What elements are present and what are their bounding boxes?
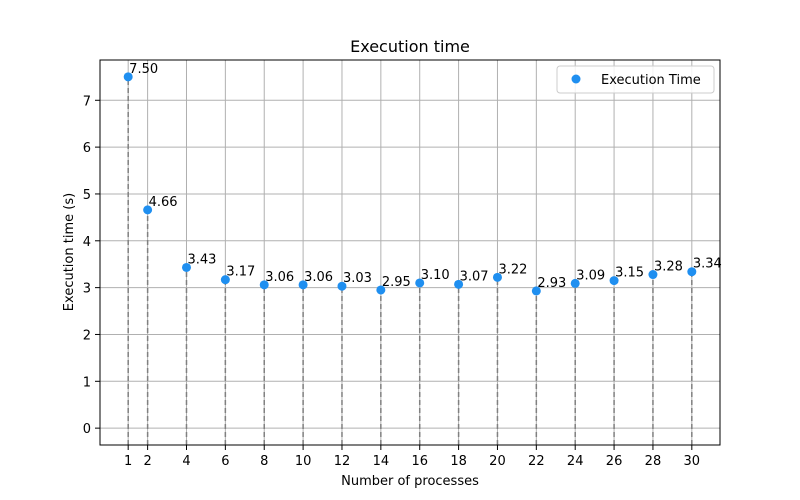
y-axis-label: Execution time (s)	[62, 193, 77, 311]
x-tick-label: 1	[124, 454, 132, 469]
x-axis-ticks: 1 2 4 6 8 10 12 14 16 18 20 22 24 26 28 30	[124, 445, 700, 469]
data-label: 3.06	[304, 270, 333, 285]
data-point	[259, 280, 269, 290]
data-point	[531, 286, 541, 296]
data-label: 3.09	[576, 268, 605, 283]
data-point	[492, 272, 502, 282]
y-tick-label: 6	[83, 141, 91, 156]
data-label: 3.34	[693, 257, 722, 272]
x-tick-label: 12	[334, 454, 351, 469]
data-label: 3.07	[460, 269, 489, 284]
x-tick-label: 16	[411, 454, 428, 469]
y-tick-label: 5	[83, 188, 91, 203]
data-points	[123, 72, 697, 296]
x-tick-label: 18	[450, 454, 467, 469]
stem-lines	[127, 76, 693, 445]
data-point	[337, 281, 347, 291]
data-label: 3.17	[226, 265, 255, 280]
x-tick-label: 6	[221, 454, 229, 469]
x-tick-label: 10	[295, 454, 312, 469]
y-axis-ticks: 0 1 2 3 4 5 6 7	[83, 94, 100, 437]
data-point	[609, 276, 619, 286]
data-point	[687, 267, 697, 277]
data-label: 3.28	[654, 260, 683, 275]
y-tick-label: 1	[83, 375, 91, 390]
x-tick-label: 4	[182, 454, 190, 469]
data-point	[220, 275, 230, 285]
data-label: 3.03	[343, 271, 372, 286]
data-label: 7.50	[129, 62, 158, 77]
data-label: 3.22	[498, 262, 527, 277]
data-label: 3.43	[187, 252, 216, 267]
plot-frame	[99, 59, 721, 446]
data-point	[454, 279, 464, 289]
y-tick-label: 7	[83, 94, 91, 109]
data-label: 3.15	[615, 266, 644, 281]
chart-title: Execution time	[350, 37, 470, 56]
legend: Execution Time	[556, 65, 715, 94]
data-label: 3.06	[265, 270, 294, 285]
x-tick-label: 8	[260, 454, 268, 469]
data-point	[143, 205, 153, 215]
y-tick-label: 2	[83, 328, 91, 343]
data-label: 2.93	[537, 276, 566, 291]
x-tick-label: 26	[606, 454, 623, 469]
data-point	[415, 278, 425, 288]
x-tick-label: 22	[528, 454, 545, 469]
y-tick-label: 3	[83, 282, 91, 297]
data-point	[648, 270, 658, 280]
x-tick-label: 30	[684, 454, 701, 469]
y-tick-label: 0	[83, 422, 91, 437]
x-tick-label: 24	[567, 454, 584, 469]
data-label: 3.10	[421, 268, 450, 283]
x-axis-label: Number of processes	[341, 474, 479, 489]
data-point	[123, 72, 133, 82]
data-point	[570, 278, 580, 288]
legend-label: Execution Time	[601, 73, 701, 88]
legend-box	[556, 65, 715, 94]
data-label: 4.66	[149, 195, 178, 210]
data-label: 2.95	[382, 275, 411, 290]
x-tick-label: 14	[373, 454, 390, 469]
data-point	[298, 280, 308, 290]
data-point	[181, 262, 191, 272]
legend-marker	[571, 74, 581, 84]
x-tick-label: 28	[645, 454, 662, 469]
x-tick-label: 20	[489, 454, 506, 469]
data-point	[376, 285, 386, 295]
data-labels: 7.50 4.66 3.43 3.17 3.06 3.06 3.03 2.95 3.10 3.07…	[129, 62, 722, 291]
y-tick-label: 4	[83, 235, 91, 250]
x-tick-label: 2	[143, 454, 151, 469]
